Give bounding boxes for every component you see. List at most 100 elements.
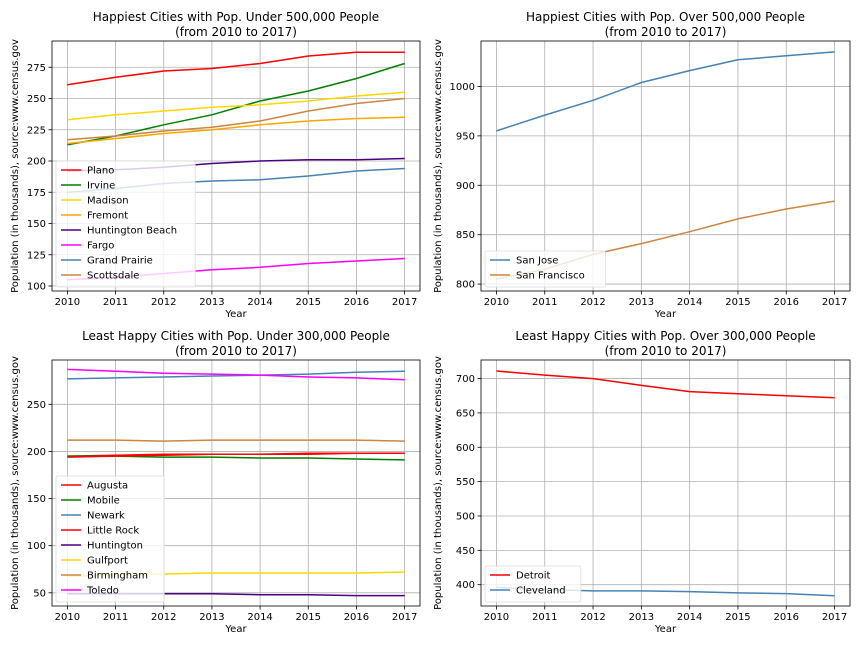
y-tick-label: 275: [27, 63, 46, 74]
series-line-newark: [67, 370, 405, 380]
y-tick-label: 200: [27, 447, 46, 458]
x-tick-label: 2013: [199, 612, 224, 623]
chart-3: Least Happy Cities with Pop. Under 300,0…: [10, 329, 421, 635]
chart-4: Least Happy Cities with Pop. Over 300,00…: [433, 329, 851, 635]
y-tick-label: 250: [27, 400, 46, 411]
x-tick-label: 2012: [151, 297, 176, 308]
y-tick-label: 200: [27, 157, 46, 168]
legend-label: Fargo: [87, 241, 114, 252]
x-axis-label: Year: [224, 309, 247, 320]
legend-label: Huntington: [87, 541, 143, 552]
legend-label: Gulfport: [87, 556, 128, 567]
x-tick-label: 2012: [151, 612, 176, 623]
x-tick-label: 2012: [580, 612, 605, 623]
chart-2: Happiest Cities with Pop. Over 500,000 P…: [433, 10, 851, 320]
y-tick-label: 550: [456, 477, 475, 488]
chart-title-line: Happiest Cities with Pop. Under 500,000 …: [93, 10, 379, 24]
x-tick-label: 2014: [677, 612, 702, 623]
series-line-madison: [67, 91, 405, 121]
y-tick-label: 950: [456, 131, 475, 142]
chart-title-line: Happiest Cities with Pop. Over 500,000 P…: [526, 10, 805, 24]
series-line-san-jose: [496, 51, 835, 132]
chart-title: Least Happy Cities with Pop. Over 300,00…: [515, 329, 815, 358]
x-tick-label: 2013: [629, 297, 654, 308]
chart-title-line: (from 2010 to 2017): [605, 25, 727, 39]
y-tick-label: 400: [456, 580, 475, 591]
y-axis-label: Population (in thousands), source:www.ce…: [10, 39, 21, 293]
x-tick-label: 2011: [103, 612, 128, 623]
chart-title-line: Least Happy Cities with Pop. Over 300,00…: [515, 329, 815, 343]
series-line-fremont: [67, 116, 405, 145]
legend-label: Madison: [87, 196, 129, 207]
chart-1: Happiest Cities with Pop. Under 500,000 …: [10, 10, 421, 320]
legend-label: Newark: [87, 511, 125, 522]
legend-label: Irvine: [87, 181, 115, 192]
x-tick-label: 2016: [344, 297, 369, 308]
legend-label: Mobile: [87, 496, 120, 507]
legend-label: Plano: [87, 166, 114, 177]
legend-label: Birmingham: [87, 571, 148, 582]
x-axis-label: Year: [654, 624, 677, 635]
series-line-birmingham: [67, 439, 405, 442]
y-tick-label: 150: [27, 219, 46, 230]
y-tick-label: 50: [33, 588, 46, 599]
x-tick-label: 2014: [247, 612, 272, 623]
x-tick-label: 2016: [774, 297, 799, 308]
x-tick-label: 2015: [296, 612, 321, 623]
y-tick-label: 225: [27, 125, 46, 136]
series-line-scottsdale: [67, 97, 405, 141]
axes-frame: [480, 40, 851, 292]
series-line-toledo: [67, 368, 405, 381]
x-tick-label: 2011: [532, 612, 557, 623]
legend-box: [484, 250, 606, 288]
x-tick-label: 2016: [344, 612, 369, 623]
y-tick-label: 500: [456, 511, 475, 522]
y-axis-label: Population (in thousands), source:www.ce…: [433, 39, 444, 293]
series-line-little-rock: [67, 452, 405, 458]
legend-label: Fremont: [87, 211, 128, 222]
axes-frame: [51, 359, 421, 607]
chart-title-line: Least Happy Cities with Pop. Under 300,0…: [82, 329, 390, 343]
y-tick-label: 650: [456, 408, 475, 419]
legend-label: Huntington Beach: [87, 226, 177, 237]
legend-label: Detroit: [516, 571, 551, 582]
chart-title-line: (from 2010 to 2017): [605, 344, 727, 358]
chart-title-line: (from 2010 to 2017): [175, 25, 297, 39]
y-tick-label: 1000: [450, 82, 475, 93]
y-tick-label: 450: [456, 546, 475, 557]
y-tick-label: 175: [27, 188, 46, 199]
series-line-irvine: [67, 62, 405, 146]
x-tick-label: 2010: [55, 297, 80, 308]
legend-label: Augusta: [87, 481, 128, 492]
chart-title-line: (from 2010 to 2017): [175, 344, 297, 358]
x-tick-label: 2014: [247, 297, 272, 308]
legend-label: San Jose: [516, 256, 558, 267]
y-tick-label: 600: [456, 443, 475, 454]
x-axis-label: Year: [654, 309, 677, 320]
x-tick-label: 2011: [532, 297, 557, 308]
legend-label: Toledo: [86, 586, 119, 597]
x-tick-label: 2011: [103, 297, 128, 308]
axes-frame: [51, 40, 421, 292]
y-axis-label: Population (in thousands), source:www.ce…: [433, 356, 444, 610]
x-tick-label: 2010: [484, 297, 509, 308]
x-axis-label: Year: [224, 624, 247, 635]
x-tick-label: 2012: [580, 297, 605, 308]
y-tick-label: 900: [456, 181, 475, 192]
axes-frame: [480, 359, 851, 607]
y-axis-label: Population (in thousands), source:www.ce…: [10, 356, 21, 610]
x-tick-label: 2017: [392, 612, 417, 623]
y-tick-label: 250: [27, 94, 46, 105]
legend-label: Scottsdale: [87, 271, 139, 282]
x-tick-label: 2013: [199, 297, 224, 308]
x-tick-label: 2017: [822, 297, 847, 308]
x-tick-label: 2016: [774, 612, 799, 623]
x-tick-label: 2015: [296, 297, 321, 308]
y-tick-label: 150: [27, 494, 46, 505]
x-tick-label: 2010: [55, 612, 80, 623]
series-line-plano: [67, 51, 405, 86]
chart-title: Least Happy Cities with Pop. Under 300,0…: [82, 329, 390, 358]
chart-title: Happiest Cities with Pop. Over 500,000 P…: [526, 10, 805, 39]
x-tick-label: 2013: [629, 612, 654, 623]
